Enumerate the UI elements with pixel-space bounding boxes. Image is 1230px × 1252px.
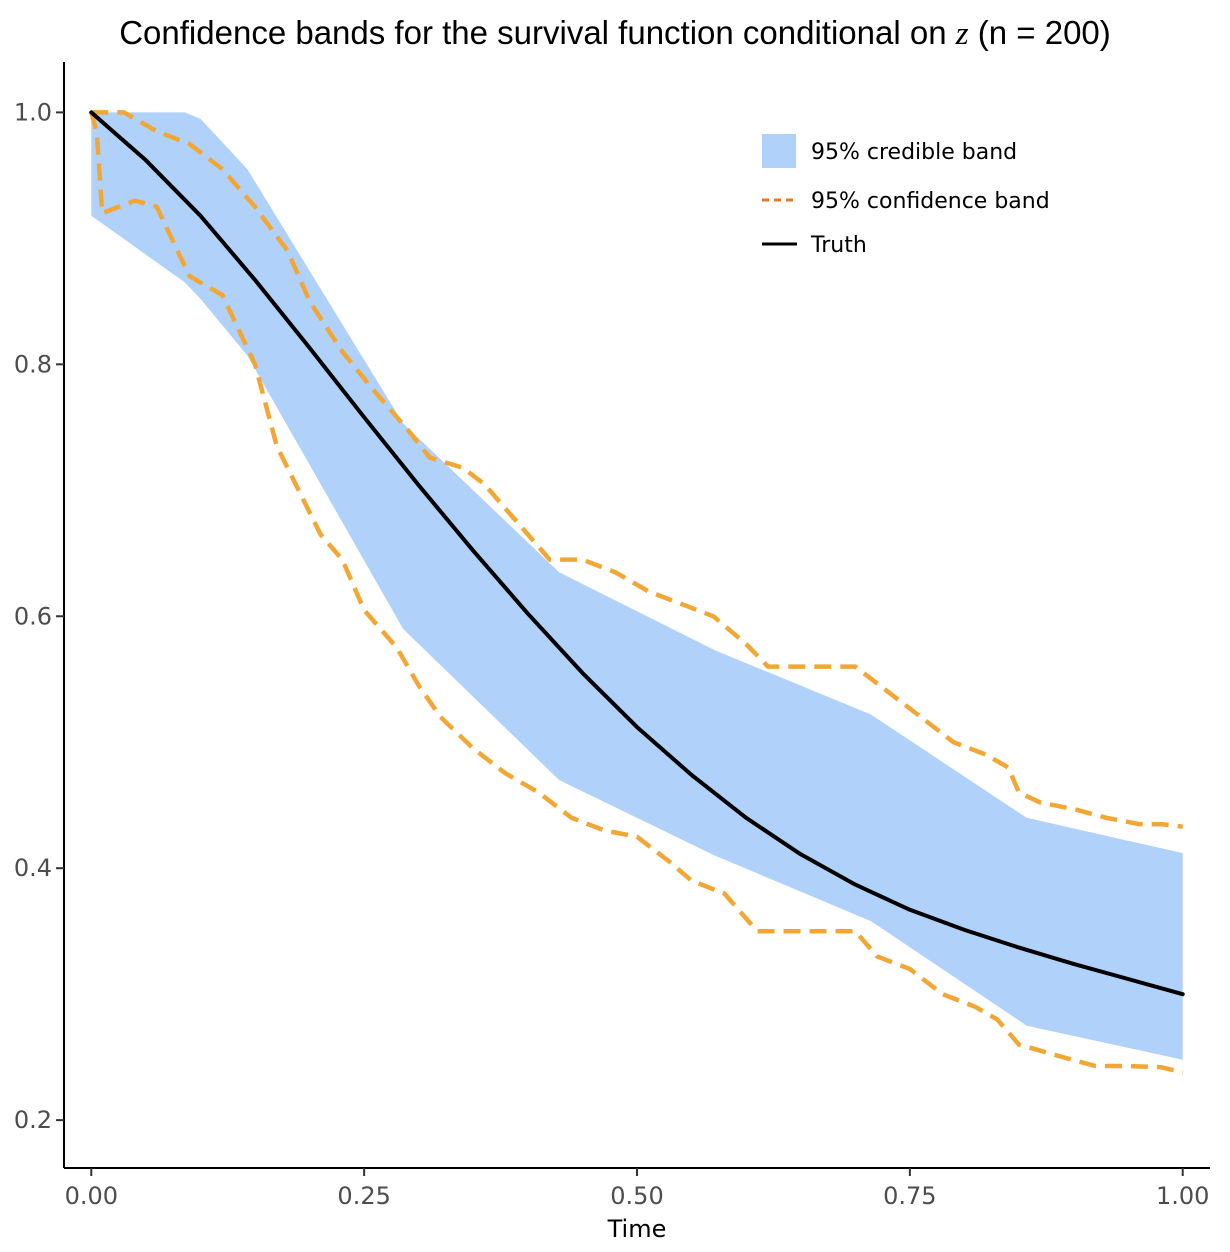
x-tick-label: 1.00: [1156, 1182, 1209, 1210]
legend-label-credible: 95% credible band: [811, 140, 1017, 165]
chart-title-prefix: Confidence bands for the survival functi…: [119, 14, 956, 51]
credible-band-area: [91, 112, 1183, 1060]
x-tick-label: 0.50: [610, 1182, 663, 1210]
x-tick-label: 0.00: [65, 1182, 118, 1210]
y-tick-label: 0.6: [14, 602, 52, 630]
axes-layer: 0.00 0.25 0.50 0.75 1.00 0.2 0.4 0.6 0.8 1.0: [14, 62, 1210, 1210]
y-tick-label: 0.8: [14, 350, 52, 378]
bands-layer: [91, 112, 1183, 1060]
x-tick-label: 0.75: [883, 1182, 936, 1210]
legend-label-truth: Truth: [810, 233, 867, 258]
legend: 95% credible band 95% confidence band Trut…: [762, 134, 1050, 258]
chart-title-variable: z: [955, 16, 969, 52]
x-tick-label: 0.25: [337, 1182, 390, 1210]
y-tick-label: 0.4: [14, 854, 52, 882]
truth-line: [89, 110, 1185, 997]
chart-title-suffix: (n = 200): [968, 14, 1111, 51]
x-axis-title: Time: [607, 1215, 667, 1243]
legend-swatch-credible: [762, 134, 796, 168]
confidence-band-upper: [91, 110, 1183, 829]
chart-title: Confidence bands for the survival functi…: [0, 14, 1230, 53]
y-tick-label: 0.2: [14, 1106, 52, 1134]
y-tick-label: 1.0: [14, 98, 52, 126]
legend-label-confidence: 95% confidence band: [811, 189, 1050, 214]
lines-layer: [89, 110, 1185, 1075]
confidence-band-lower: [89, 111, 1184, 1075]
